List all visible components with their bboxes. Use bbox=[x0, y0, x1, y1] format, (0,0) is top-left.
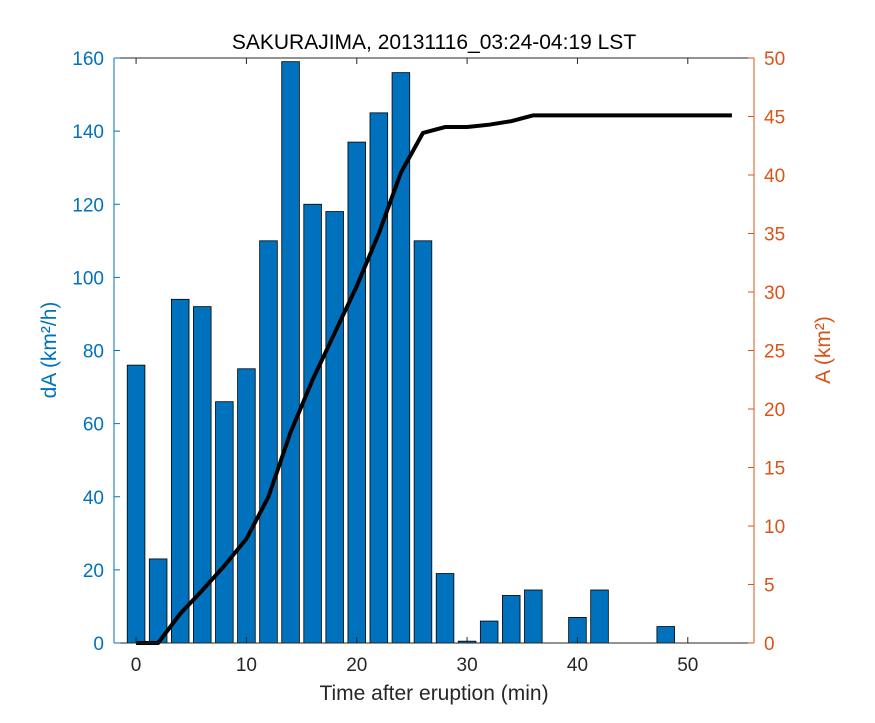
bar bbox=[347, 141, 366, 644]
bar bbox=[524, 589, 543, 644]
bar bbox=[369, 112, 389, 644]
bar bbox=[479, 620, 499, 644]
bar bbox=[237, 368, 256, 644]
line-series bbox=[136, 113, 732, 645]
y-right-tick-label: 30 bbox=[764, 283, 785, 304]
bar-series bbox=[126, 61, 675, 644]
x-tick-label: 20 bbox=[346, 655, 367, 676]
y-left-tick-label: 20 bbox=[83, 561, 104, 582]
bar bbox=[303, 203, 322, 644]
bar bbox=[435, 573, 455, 644]
y-left-tick-label: 0 bbox=[93, 634, 104, 655]
x-tick-label: 10 bbox=[236, 655, 257, 676]
x-tick-label: 0 bbox=[131, 655, 142, 676]
y-right-tick-label: 45 bbox=[764, 108, 785, 129]
y-axis-label-left: dA (km²/h) bbox=[38, 302, 61, 399]
y-left-tick-label: 120 bbox=[72, 195, 104, 216]
bar bbox=[170, 298, 190, 644]
line-A bbox=[136, 113, 732, 645]
bar bbox=[215, 401, 234, 644]
y-axis-label-right: A (km²) bbox=[812, 316, 835, 384]
bar bbox=[281, 61, 300, 644]
y-left-tick-label: 100 bbox=[72, 268, 104, 289]
bar bbox=[126, 364, 146, 644]
x-tick-label: 50 bbox=[677, 655, 698, 676]
bar bbox=[590, 589, 609, 644]
chart-title: SAKURAJIMA, 20131116_03:24-04:19 LST bbox=[232, 31, 636, 54]
y-right-tick-label: 15 bbox=[764, 459, 785, 480]
tick-labels: 0 10 20 30 40 50 0 20 40 60 80 100 120 140 160 0 5 10 15 20… bbox=[72, 49, 785, 676]
y-left-tick-label: 140 bbox=[72, 122, 104, 143]
y-left-tick-label: 60 bbox=[83, 415, 104, 436]
bar bbox=[148, 558, 168, 644]
y-left-tick-label: 40 bbox=[83, 488, 104, 509]
y-right-tick-label: 5 bbox=[764, 576, 775, 597]
y-right-tick-label: 20 bbox=[764, 400, 785, 421]
bar bbox=[413, 240, 433, 644]
y-left-tick-label: 80 bbox=[83, 342, 104, 363]
y-right-tick-label: 40 bbox=[764, 166, 785, 187]
bar bbox=[656, 626, 675, 644]
x-tick-label: 40 bbox=[567, 655, 588, 676]
y-right-tick-label: 35 bbox=[764, 225, 785, 246]
axes bbox=[113, 57, 755, 644]
y-right-tick-label: 25 bbox=[764, 342, 785, 363]
y-left-tick-label: 160 bbox=[72, 49, 104, 70]
y-right-tick-label: 10 bbox=[764, 517, 785, 538]
y-right-tick-label: 0 bbox=[764, 634, 775, 655]
x-tick-label: 30 bbox=[457, 655, 478, 676]
y-right-tick-label: 50 bbox=[764, 49, 785, 70]
bar bbox=[259, 240, 278, 644]
x-axis-label: Time after eruption (min) bbox=[319, 682, 548, 705]
bar bbox=[502, 595, 521, 644]
bar bbox=[325, 211, 344, 644]
